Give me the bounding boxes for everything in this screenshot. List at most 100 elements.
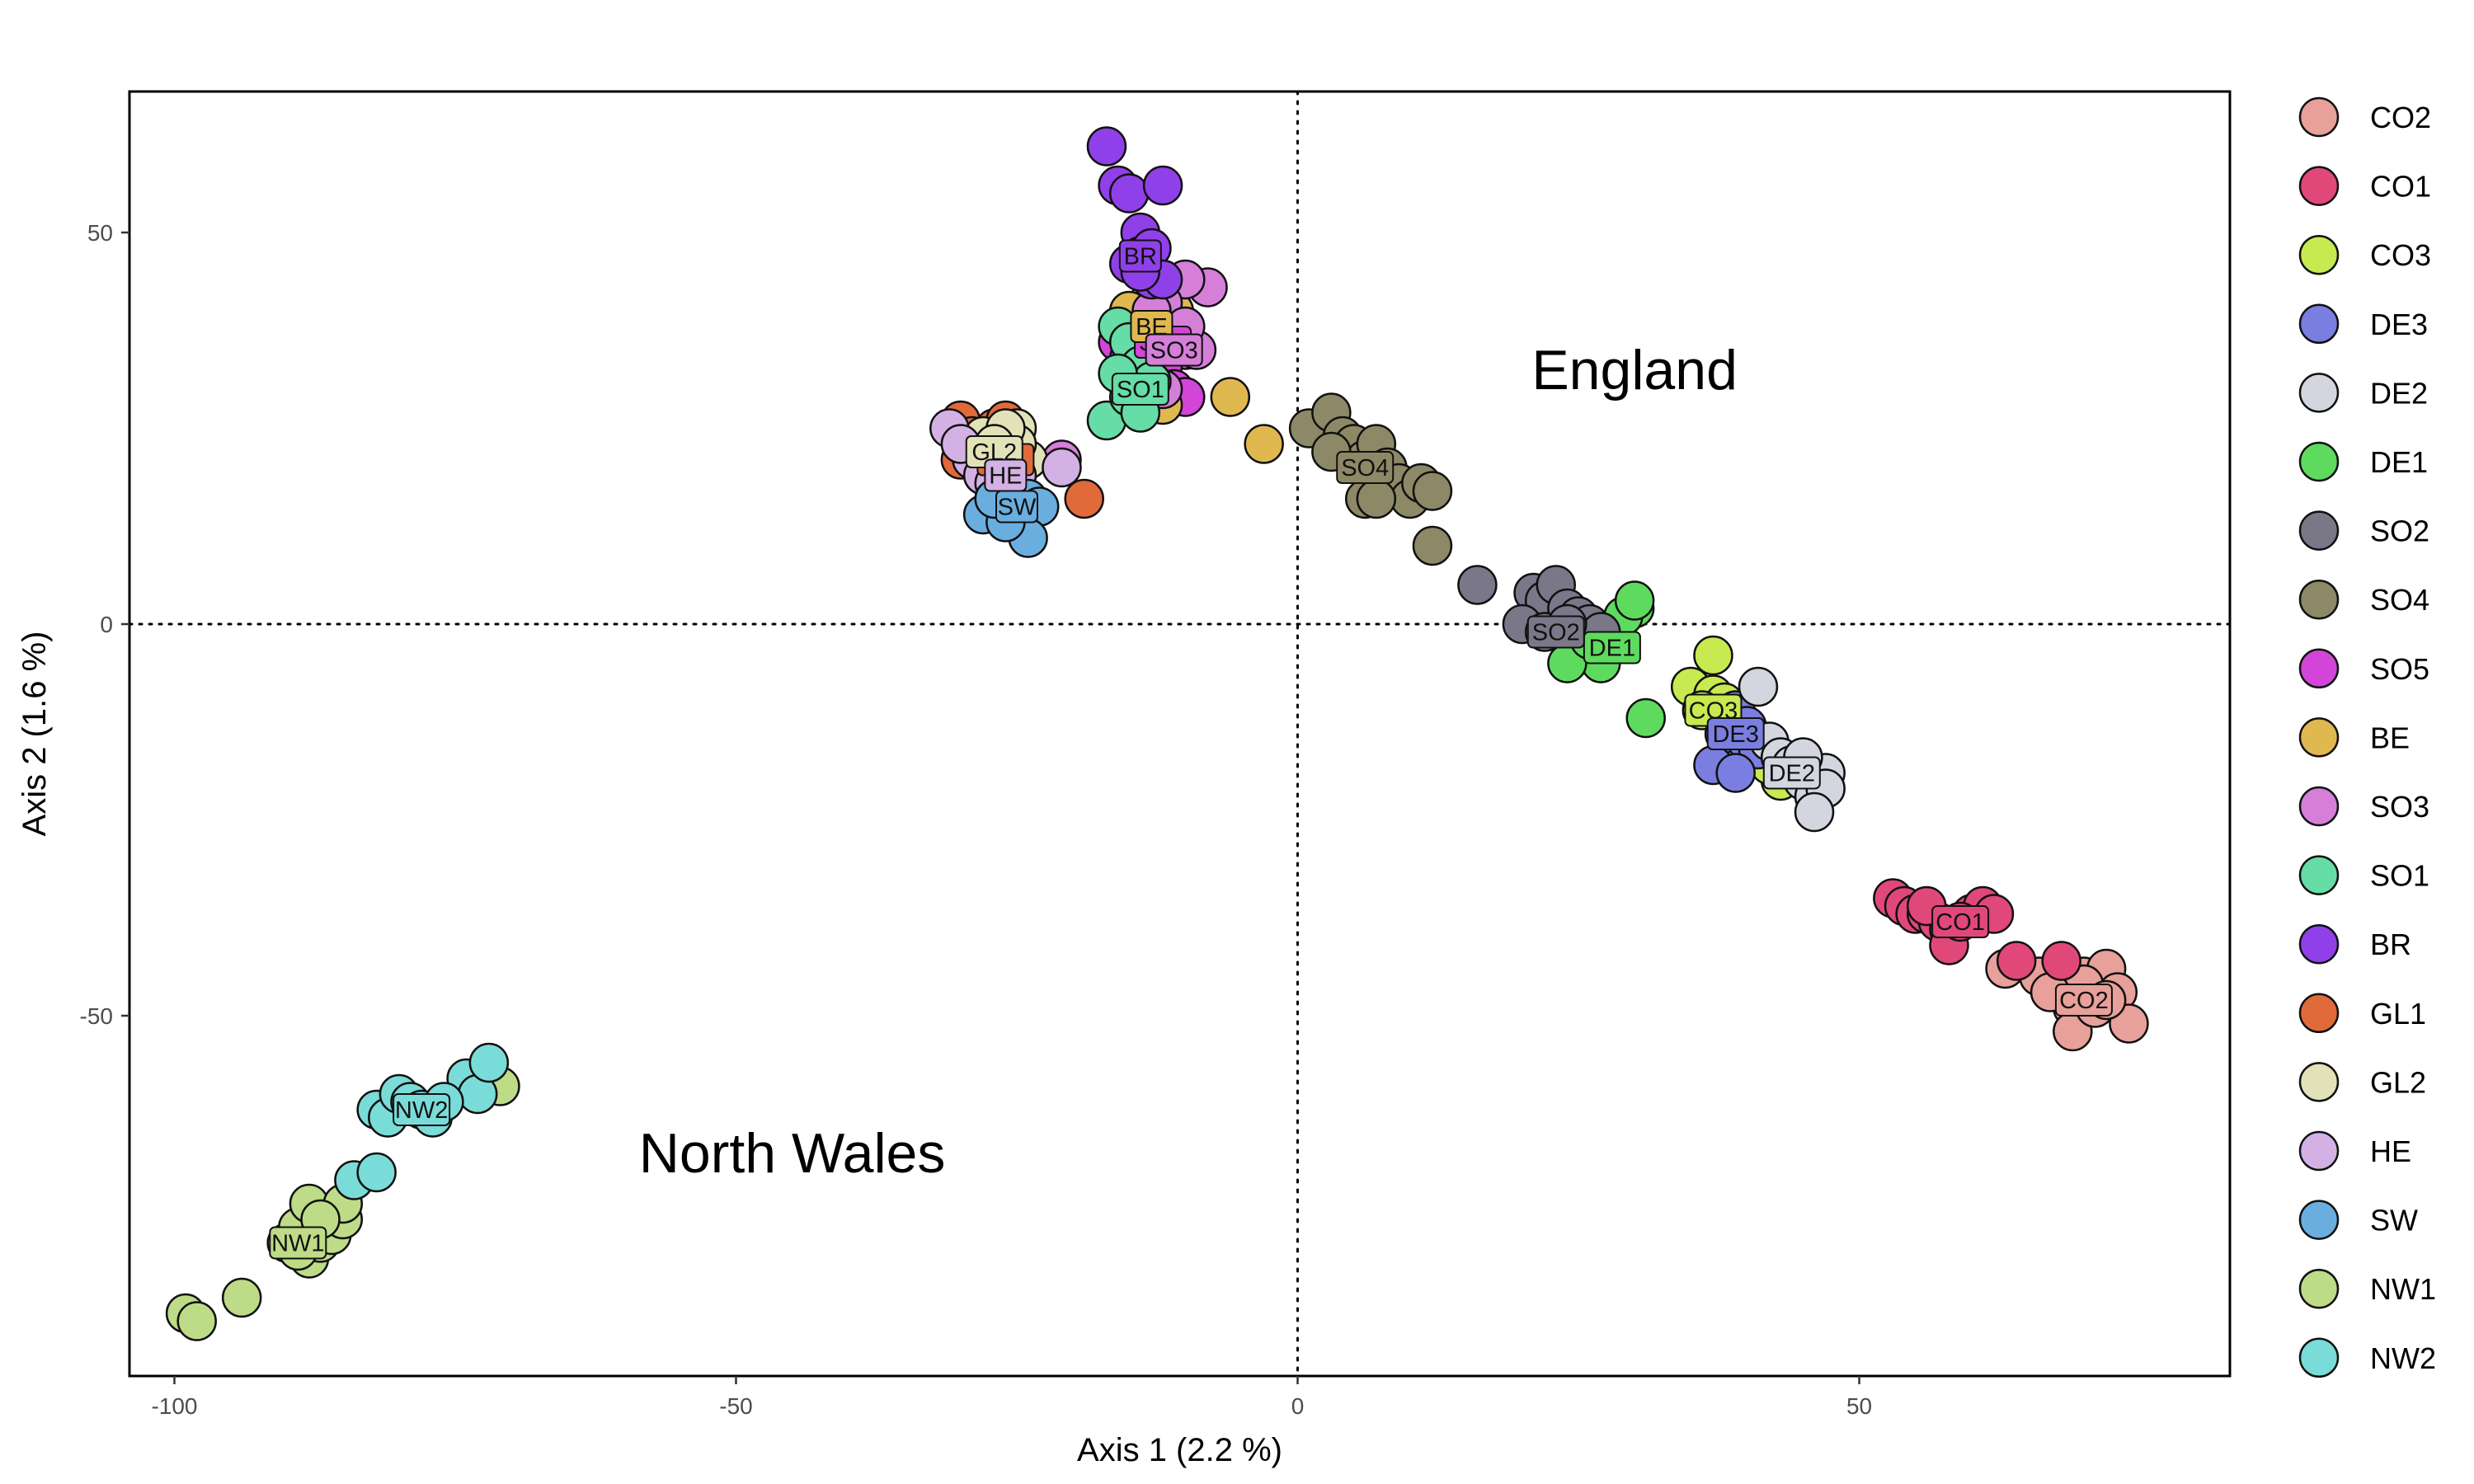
group-label-box bbox=[1931, 905, 1990, 938]
legend-label: DE2 bbox=[2370, 376, 2428, 410]
point-br-0 bbox=[1086, 126, 1127, 167]
legend-key bbox=[2298, 923, 2340, 965]
group-label-so3: SO3 bbox=[1145, 333, 1203, 367]
group-label-co2: CO2 bbox=[2054, 984, 2113, 1017]
legend-item-de3: DE3 bbox=[2298, 303, 2428, 345]
legend: CO2 CO1 CO3 DE3 DE2 DE1 SO2 SO4 SO5 BE SO3 SO1 BR GL1… bbox=[2298, 96, 2436, 1378]
group-label-so1: SO1 bbox=[1111, 373, 1169, 406]
legend-key bbox=[2298, 373, 2340, 413]
legend-label: DE1 bbox=[2370, 445, 2428, 479]
legend-label: SW bbox=[2370, 1204, 2418, 1237]
group-label-box bbox=[1583, 631, 1641, 665]
region-annotations: England North Wales bbox=[639, 339, 1738, 1185]
group-label-box bbox=[1118, 239, 1162, 273]
point-nw1-1 bbox=[176, 1301, 217, 1341]
point-so4-13 bbox=[1356, 478, 1397, 519]
group-label-text: NW1 bbox=[271, 1231, 324, 1257]
legend-label: HE bbox=[2370, 1134, 2411, 1168]
legend-label: SO2 bbox=[2370, 514, 2429, 548]
legend-key bbox=[2298, 1200, 2340, 1240]
legend-key bbox=[2298, 786, 2340, 827]
legend-item-so5: SO5 bbox=[2298, 648, 2429, 689]
group-label-box bbox=[1111, 373, 1169, 406]
legend-key bbox=[2298, 303, 2340, 345]
axes: Axis 1 (2.2 %) Axis 2 (1.6 %) -100 -50 0 50… bbox=[16, 220, 1872, 1468]
point-be-1 bbox=[1244, 424, 1284, 464]
series-so4 bbox=[1288, 392, 1453, 566]
region-label-england: England bbox=[1531, 339, 1738, 402]
group-label-text: SO1 bbox=[1117, 377, 1164, 403]
legend-key bbox=[2298, 993, 2340, 1034]
group-label-box bbox=[393, 1093, 451, 1126]
point-br-3 bbox=[1142, 165, 1183, 206]
legend-key bbox=[2298, 441, 2340, 482]
point-so2-0 bbox=[1457, 565, 1498, 605]
point-de2-8 bbox=[1794, 791, 1835, 833]
point-co3-3 bbox=[1693, 635, 1733, 676]
legend-item-co2: CO2 bbox=[2298, 96, 2431, 138]
legend-label: NW2 bbox=[2370, 1341, 2436, 1375]
legend-key bbox=[2298, 96, 2340, 138]
point-so4-10 bbox=[1412, 471, 1453, 511]
group-label-sw: SW bbox=[995, 490, 1039, 524]
point-nw1-2 bbox=[221, 1277, 262, 1318]
group-label-de1: DE1 bbox=[1583, 631, 1641, 665]
group-label-de3: DE3 bbox=[1706, 717, 1765, 750]
legend-item-nw1: NW1 bbox=[2298, 1268, 2436, 1309]
legend-item-so2: SO2 bbox=[2298, 510, 2429, 551]
legend-label: SO1 bbox=[2370, 859, 2429, 893]
point-de2-0 bbox=[1738, 666, 1779, 707]
legend-item-gl2: GL2 bbox=[2298, 1062, 2426, 1102]
group-label-text: SO4 bbox=[1341, 455, 1389, 481]
group-label-co1: CO1 bbox=[1931, 905, 1990, 938]
group-label-nw1: NW1 bbox=[269, 1226, 327, 1260]
x-tick-label: -50 bbox=[719, 1393, 752, 1419]
legend-key bbox=[2298, 1268, 2340, 1309]
legend-key bbox=[2298, 717, 2340, 758]
group-label-box bbox=[1762, 756, 1821, 790]
group-label-text: HE bbox=[989, 463, 1022, 490]
y-axis-title: Axis 2 (1.6 %) bbox=[16, 632, 53, 837]
legend-label: NW1 bbox=[2370, 1272, 2436, 1306]
legend-item-co3: CO3 bbox=[2298, 234, 2431, 275]
legend-item-be: BE bbox=[2298, 717, 2410, 758]
legend-label: DE3 bbox=[2370, 308, 2428, 341]
plot-frame bbox=[128, 90, 2232, 1378]
group-label-box bbox=[1706, 717, 1765, 750]
legend-item-nw2: NW2 bbox=[2298, 1337, 2436, 1378]
point-he-5 bbox=[1042, 447, 1082, 488]
legend-label: CO2 bbox=[2370, 101, 2431, 134]
legend-item-he: HE bbox=[2298, 1130, 2411, 1172]
point-co1-11 bbox=[2041, 941, 2081, 981]
point-gl1-7 bbox=[1064, 478, 1104, 519]
legend-key bbox=[2298, 1130, 2340, 1172]
x-axis-title: Axis 1 (2.2 %) bbox=[1077, 1432, 1282, 1468]
group-label-text: BR bbox=[1124, 244, 1157, 270]
legend-key bbox=[2298, 855, 2340, 895]
legend-label: CO1 bbox=[2370, 170, 2431, 204]
legend-label: GL2 bbox=[2370, 1065, 2426, 1099]
group-label-text: NW2 bbox=[395, 1097, 448, 1124]
group-label-br: BR bbox=[1118, 239, 1162, 273]
x-tick-label: 50 bbox=[1846, 1393, 1872, 1419]
y-tick-label: 0 bbox=[100, 612, 113, 637]
point-br-2 bbox=[1108, 173, 1150, 214]
group-label-box bbox=[1336, 451, 1395, 484]
group-label-so4: SO4 bbox=[1336, 451, 1395, 484]
point-nw2-10 bbox=[356, 1152, 397, 1193]
group-label-box bbox=[1526, 615, 1585, 649]
legend-label: SO3 bbox=[2370, 790, 2429, 824]
group-label-box bbox=[1145, 333, 1203, 367]
legend-label: CO3 bbox=[2370, 238, 2431, 272]
point-so4-11 bbox=[1412, 525, 1453, 566]
legend-item-de2: DE2 bbox=[2298, 373, 2428, 413]
x-tick-label: 0 bbox=[1291, 1393, 1305, 1419]
legend-key bbox=[2298, 579, 2340, 620]
group-label-box bbox=[269, 1226, 327, 1260]
legend-key bbox=[2298, 510, 2340, 551]
legend-item-gl1: GL1 bbox=[2298, 993, 2426, 1034]
legend-label: BR bbox=[2370, 928, 2411, 961]
group-label-nw2: NW2 bbox=[393, 1093, 451, 1126]
